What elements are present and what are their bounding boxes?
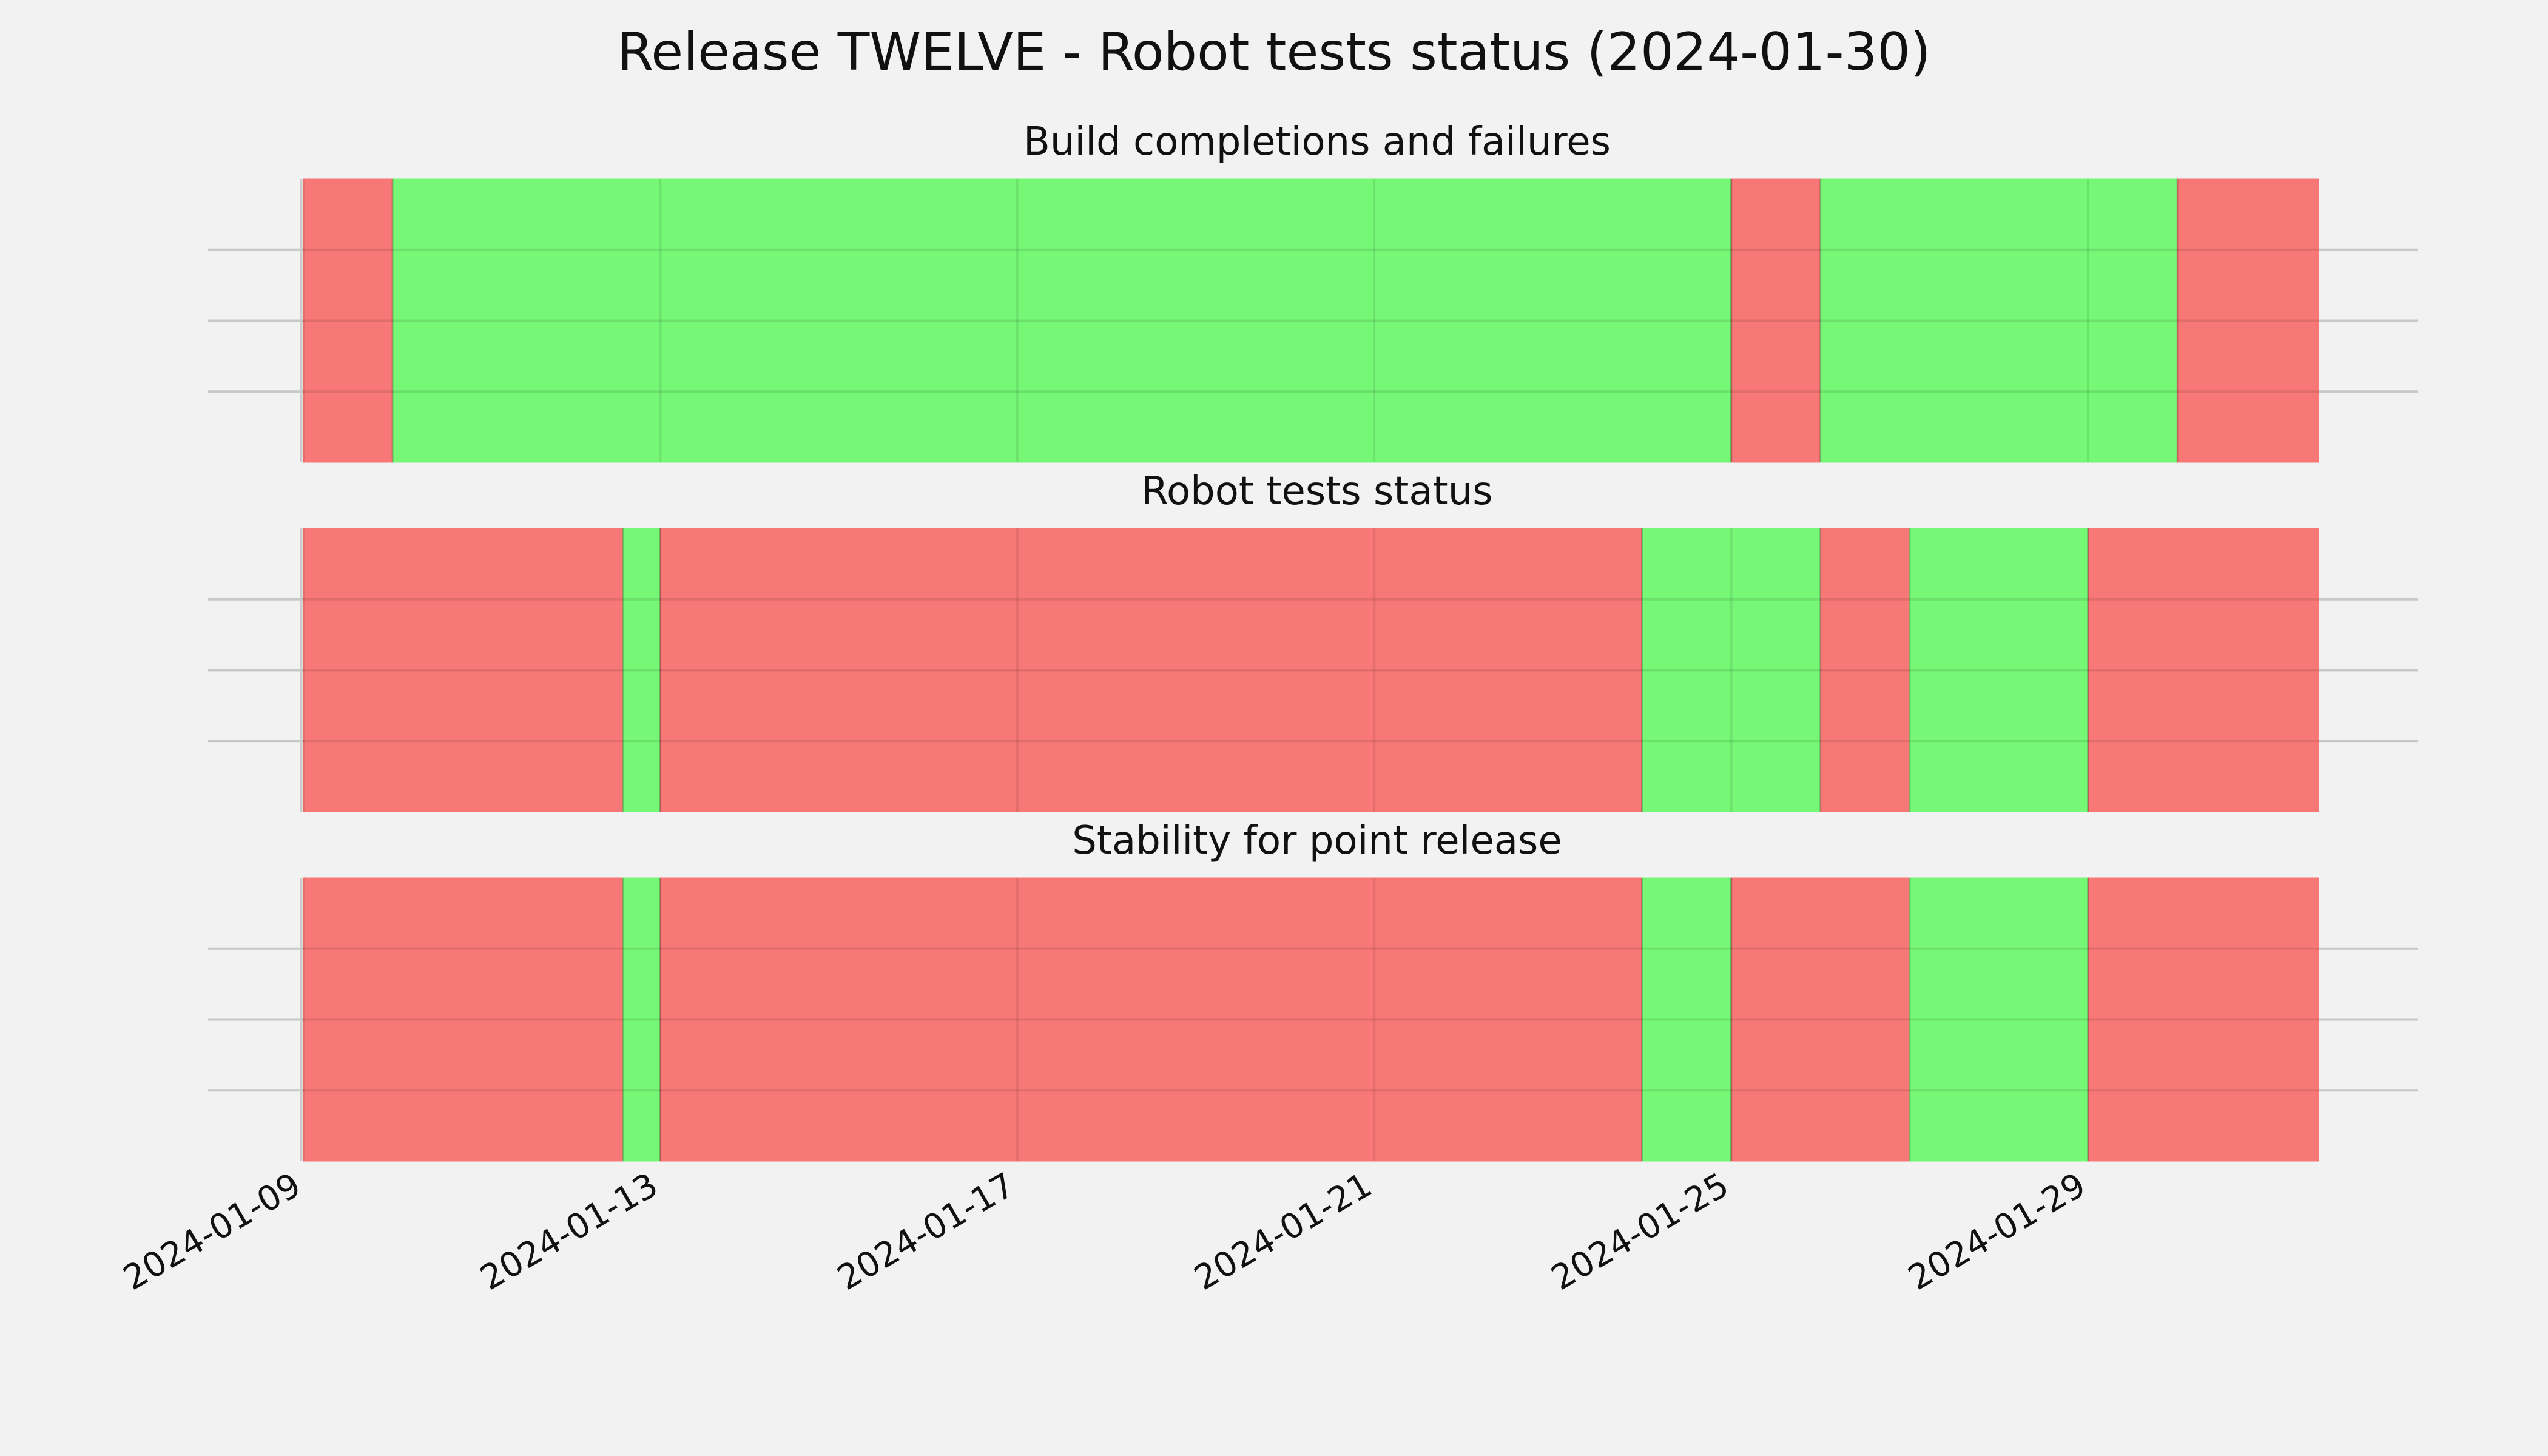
status-segment-fail (303, 528, 624, 812)
status-segment-fail (659, 877, 1642, 1162)
status-segment-pass (1909, 528, 2089, 812)
chart-title: Release TWELVE - Robot tests status (202… (617, 22, 1930, 83)
status-segment-pass (622, 528, 661, 812)
x-tick-label: 2024-01-29 (1902, 1165, 2092, 1298)
x-tick-label: 2024-01-25 (1545, 1165, 1735, 1298)
panel-1: Build completions and failures (208, 120, 2418, 463)
status-segment-pass (1820, 178, 2178, 463)
panels-group: Build completions and failures Robot test… (208, 120, 2418, 1162)
panel-3: Stability for point release (208, 818, 2418, 1162)
status-segment-fail (303, 178, 393, 463)
status-segment-fail (1731, 178, 1821, 463)
status-segment-fail (659, 528, 1642, 812)
status-segment-fail (1731, 877, 1910, 1162)
x-tick-label: 2024-01-21 (1188, 1165, 1378, 1298)
x-tick-label: 2024-01-17 (831, 1165, 1021, 1298)
status-segment-pass (1909, 877, 2089, 1162)
status-segment-fail (1820, 528, 1910, 812)
status-segment-fail (2088, 528, 2319, 812)
panel-title: Stability for point release (1072, 818, 1562, 863)
status-segment-fail (2177, 178, 2319, 463)
x-axis: 2024-01-09 2024-01-13 2024-01-17 2024-01-21… (117, 1165, 2092, 1298)
panel-title: Build completions and failures (1023, 120, 1611, 164)
x-tick-label: 2024-01-09 (117, 1165, 308, 1298)
status-segment-fail (2088, 877, 2319, 1162)
x-tick-label: 2024-01-13 (474, 1165, 664, 1298)
panel-title: Robot tests status (1141, 469, 1492, 514)
status-segment-pass (1641, 877, 1732, 1162)
status-segment-fail (303, 877, 624, 1162)
status-segment-pass (622, 877, 661, 1162)
status-segment-pass (392, 178, 1732, 463)
panel-2: Robot tests status (208, 469, 2418, 812)
